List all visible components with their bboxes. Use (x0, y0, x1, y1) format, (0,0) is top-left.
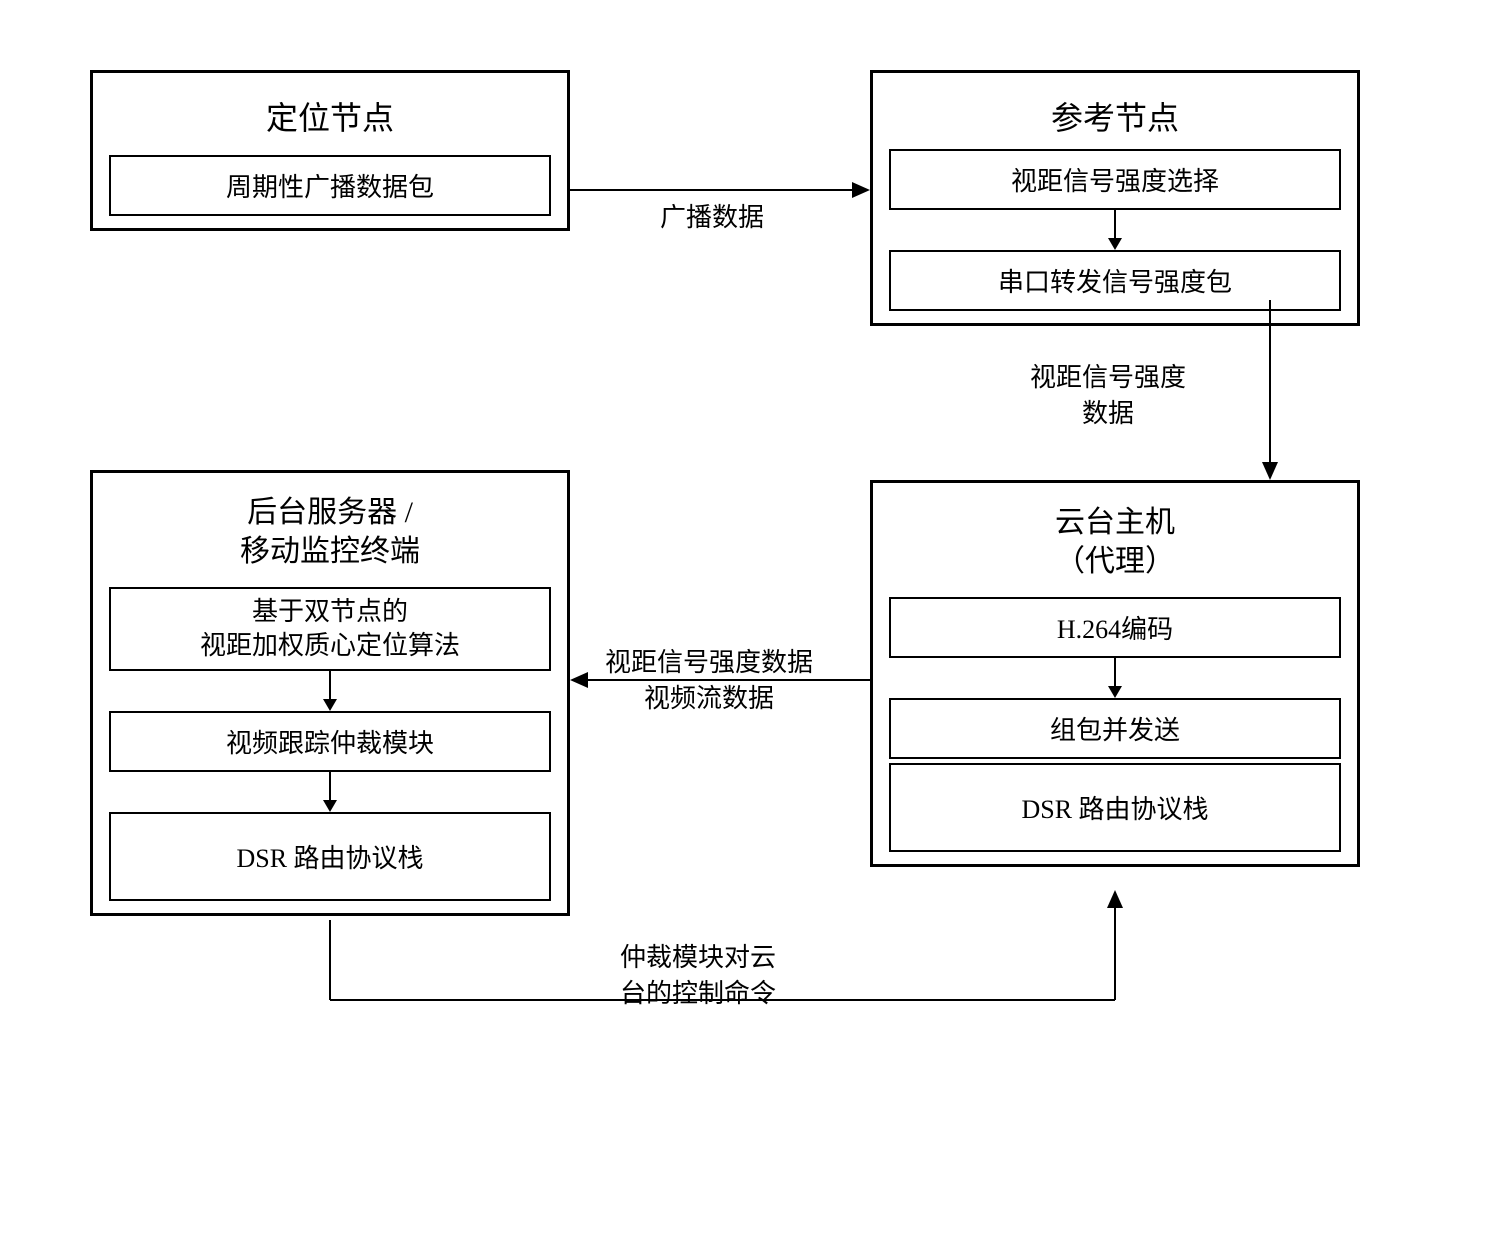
serial-forward-box: 串口转发信号强度包 (889, 250, 1341, 311)
los-select-box: 视距信号强度选择 (889, 149, 1341, 210)
broadcast-packet-box: 周期性广播数据包 (109, 155, 551, 216)
ptz-title: 云台主机 （代理） (889, 503, 1341, 581)
edge-label-los-video: 视距信号强度数据 视频流数据 (605, 645, 813, 718)
edge-label-broadcast: 广播数据 (660, 200, 764, 236)
reference-title: 参考节点 (889, 93, 1341, 139)
backend-node: 后台服务器 / 移动监控终端 基于双节点的 视距加权质心定位算法 视频跟踪仲裁模… (90, 470, 570, 916)
arrow-down-icon (1100, 210, 1130, 250)
arrow-down-icon (315, 671, 345, 711)
positioning-node: 定位节点 周期性广播数据包 (90, 70, 570, 231)
arrow-down-icon (315, 772, 345, 812)
positioning-title: 定位节点 (109, 93, 551, 139)
h264-box: H.264编码 (889, 597, 1341, 658)
reference-node: 参考节点 视距信号强度选择 串口转发信号强度包 (870, 70, 1360, 326)
algo-box: 基于双节点的 视距加权质心定位算法 (109, 587, 551, 671)
arrow-down-icon (1100, 658, 1130, 698)
track-arbiter-box: 视频跟踪仲裁模块 (109, 711, 551, 772)
ptz-host-node: 云台主机 （代理） H.264编码 组包并发送 DSR 路由协议栈 (870, 480, 1360, 867)
edge-label-ctrl-cmd: 仲裁模块对云 台的控制命令 (620, 940, 776, 1013)
backend-dsr-box: DSR 路由协议栈 (109, 812, 551, 901)
backend-title: 后台服务器 / 移动监控终端 (109, 493, 551, 571)
ptz-dsr-box: DSR 路由协议栈 (889, 763, 1341, 852)
edge-label-los-vertical: 视距信号强度 数据 (1030, 360, 1186, 433)
pack-send-box: 组包并发送 (889, 698, 1341, 759)
